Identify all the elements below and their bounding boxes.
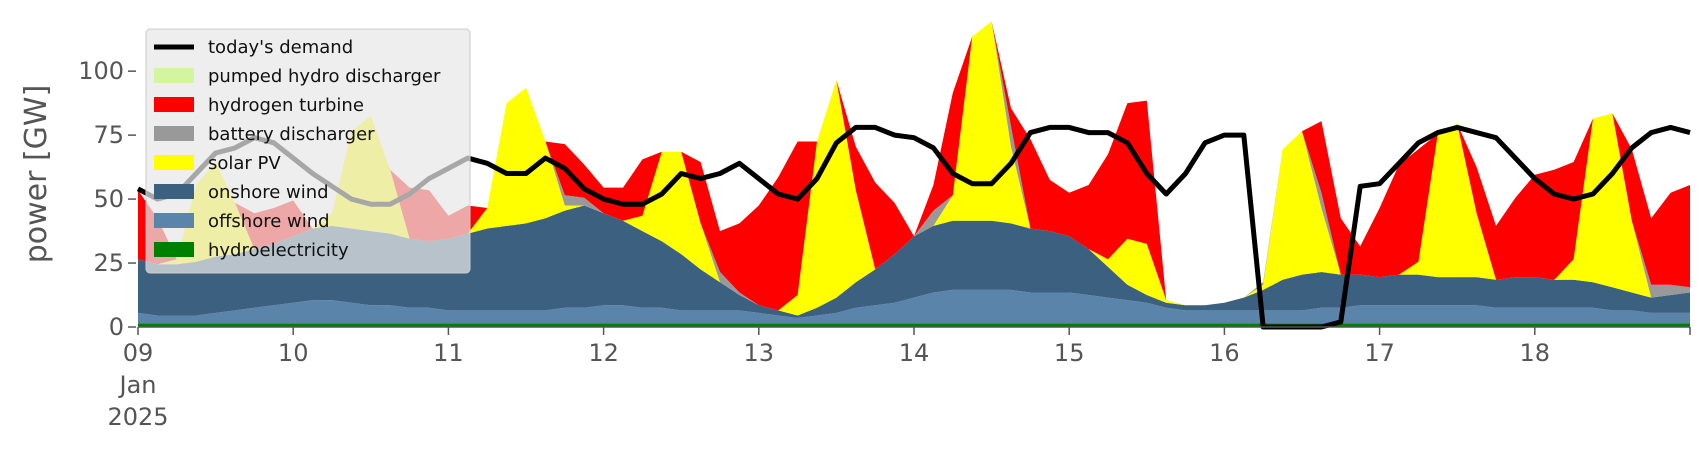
y-axis-title: power [GW] <box>19 85 54 264</box>
y-tick-label: 0 <box>109 313 124 341</box>
stacked-areas <box>138 21 1690 327</box>
legend-swatch <box>154 155 194 170</box>
legend: today's demand pumped hydro discharger hyd… <box>145 28 471 274</box>
legend-swatch <box>154 242 194 257</box>
legend-label: today's demand <box>208 37 353 58</box>
x-tick-label: 17 <box>1364 339 1395 367</box>
x-tick-label: 10 <box>278 339 309 367</box>
legend-swatch <box>154 97 194 112</box>
legend-label: hydrogen turbine <box>208 95 364 116</box>
legend-label: hydroelectricity <box>208 240 349 261</box>
x-tick-label: 16 <box>1209 339 1240 367</box>
axes: 0 25 50 75 100 09 Jan 2025 10 11 12 13 14 15 16 17 18 <box>78 57 1691 431</box>
x-tick-label: 15 <box>1054 339 1085 367</box>
x-tick-sublabel: 2025 <box>107 403 168 431</box>
legend-label: solar PV <box>208 153 281 174</box>
legend-swatch <box>154 184 194 199</box>
legend-swatch <box>154 68 194 83</box>
y-tick-label: 75 <box>93 121 124 149</box>
legend-swatch <box>154 213 194 228</box>
area-solar-pv <box>138 21 1690 316</box>
legend-swatch <box>154 126 194 141</box>
legend-box <box>145 28 471 274</box>
y-tick-label: 25 <box>93 249 124 277</box>
legend-label: onshore wind <box>208 182 329 203</box>
x-tick-label: 14 <box>899 339 930 367</box>
legend-label: offshore wind <box>208 211 330 232</box>
legend-label: battery discharger <box>208 124 375 145</box>
x-tick-sublabel: Jan <box>118 371 157 399</box>
x-tick-label: 12 <box>588 339 619 367</box>
legend-label: pumped hydro discharger <box>208 66 441 87</box>
y-tick-label: 50 <box>93 185 124 213</box>
x-tick-label: 18 <box>1520 339 1551 367</box>
area-offshore-wind <box>138 289 1690 324</box>
area-onshore-wind <box>138 205 1690 318</box>
x-tick-label: 11 <box>433 339 464 367</box>
x-tick-label: 13 <box>744 339 775 367</box>
x-tick-label: 09 <box>123 339 154 367</box>
y-tick-label: 100 <box>78 57 124 85</box>
